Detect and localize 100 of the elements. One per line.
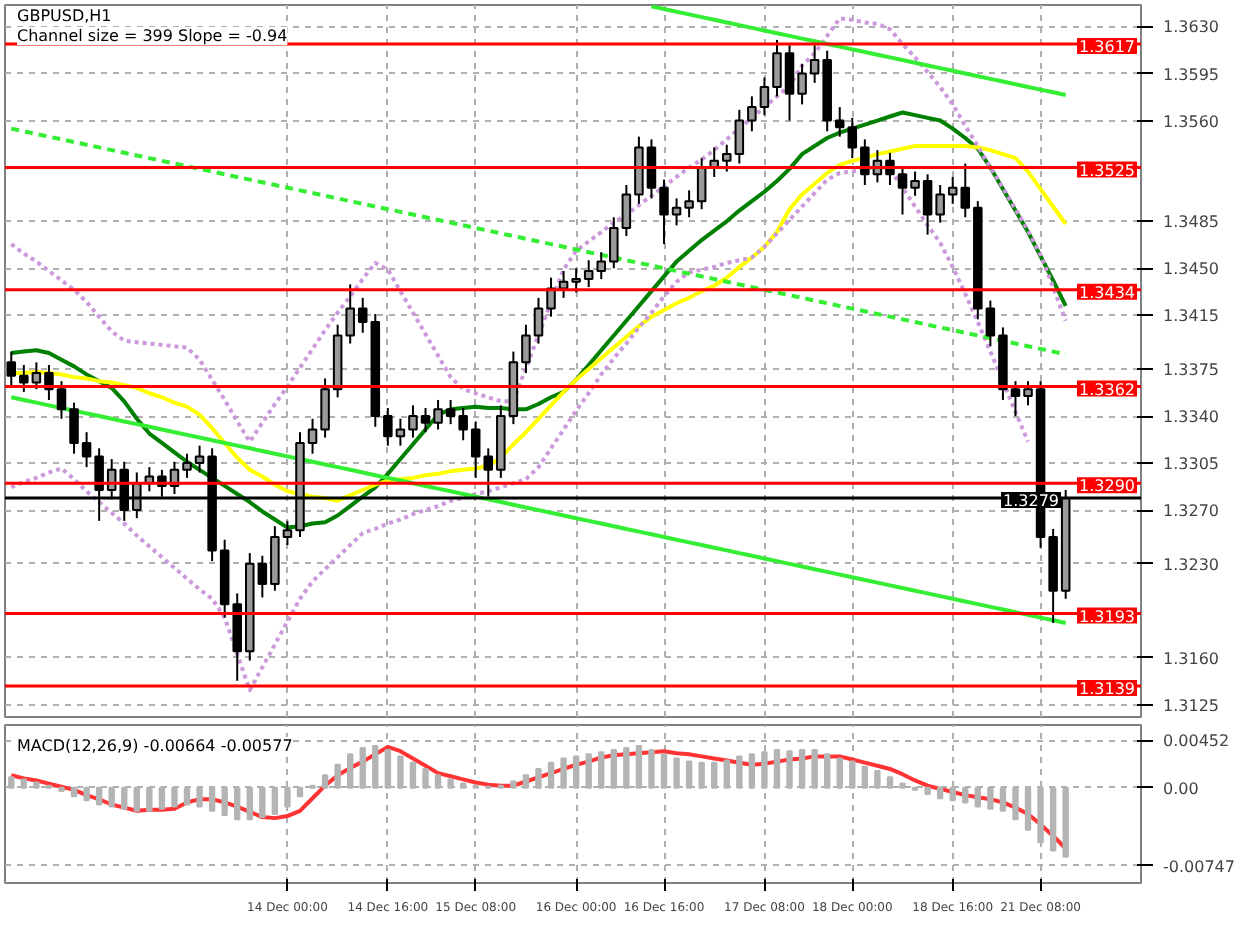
bar [347,753,354,789]
y-tick-label: 1.3270 [1163,502,1219,521]
y-tick-label: 1.3230 [1163,555,1219,574]
bar [572,755,580,789]
bar [20,778,28,789]
bar [246,786,253,821]
bar [811,749,818,789]
bar [962,786,969,804]
bar [685,760,693,789]
bar [761,751,768,789]
bar [886,776,894,789]
bar [899,782,906,789]
chart-title: GBPUSD,H1 [17,7,112,25]
bar [171,786,178,808]
bar [786,750,793,789]
bar [271,786,279,815]
bar [849,760,856,789]
bar [83,786,90,802]
bar [798,749,806,789]
bar [196,786,203,808]
bar [158,786,166,810]
bar [999,786,1007,812]
bar [221,786,228,816]
bar [208,786,216,812]
bar [70,786,78,798]
bar [1049,786,1057,852]
bar [736,755,743,789]
text: MACD(12,26,9) -0.00664 -0.00577 [17,737,293,755]
bar [547,761,555,789]
y-tick-label: 1.3375 [1163,361,1219,380]
bar [623,747,630,789]
bar [974,786,982,808]
ref-line-label: 1.3290 [1079,477,1136,496]
bar [648,749,655,789]
bar [723,759,730,789]
bar [95,786,103,806]
ref-line-label: 1.3279 [1003,492,1060,511]
bar [836,757,843,789]
y-tick-label: 1.3450 [1163,260,1219,279]
line-series [649,5,1068,98]
bar [698,761,705,789]
ref-line-label: 1.3617 [1079,37,1136,56]
bar [773,749,781,789]
bar [510,780,517,789]
bar [598,751,605,789]
bar [422,767,429,789]
bar [1062,786,1069,858]
bar [610,749,617,789]
bar [296,786,304,798]
bar [459,782,467,789]
bar [33,781,40,789]
bar [434,774,442,789]
bar [359,747,366,789]
ref-line-label: 1.3193 [1079,607,1136,626]
y-tick-label: 0.00452 [1163,732,1230,751]
bar [183,786,191,806]
bar [936,786,944,800]
y-tick-label: 1.3630 [1163,18,1219,37]
bar [748,753,756,789]
bar [234,786,241,821]
bar [384,749,392,789]
bar [133,786,140,812]
bar [823,753,831,789]
bar [447,778,454,789]
bar [535,767,542,789]
bar [146,786,153,812]
bar [585,753,592,789]
bar [861,765,869,789]
ref-line-label: 1.3525 [1079,161,1136,180]
ref-line-label: 1.3362 [1079,380,1136,399]
bar [108,786,115,808]
y-tick-label: 1.3125 [1163,696,1219,715]
y-tick-label: 1.3415 [1163,307,1219,326]
bar [397,755,404,789]
annotation: Channel size = 399 Slope = -0.94 [17,27,288,45]
bar [660,753,668,789]
bar [259,786,266,819]
ref-line-label: 1.3434 [1079,283,1136,302]
ref-line-label: 1.3139 [1079,680,1136,699]
bar [987,786,994,810]
bar [673,757,680,789]
line-series [9,126,1068,357]
bar [121,786,128,810]
y-tick-label: 1.3340 [1163,408,1219,427]
bar [924,786,931,796]
y-tick-label: -0.00747 [1163,857,1235,876]
bar [334,763,341,789]
bar [321,774,329,789]
y-tick-label: 1.3305 [1163,455,1219,474]
y-tick-label: 1.3160 [1163,649,1219,668]
y-tick-label: 0.00 [1163,779,1199,798]
bar [1012,786,1019,821]
bar [522,774,530,789]
bar [409,761,417,789]
bar [1024,786,1032,831]
y-tick-label: 1.3485 [1163,213,1219,232]
bar [711,761,718,789]
y-tick-label: 1.3595 [1163,65,1219,84]
y-tick-label: 1.3560 [1163,112,1219,131]
bar [949,786,956,802]
